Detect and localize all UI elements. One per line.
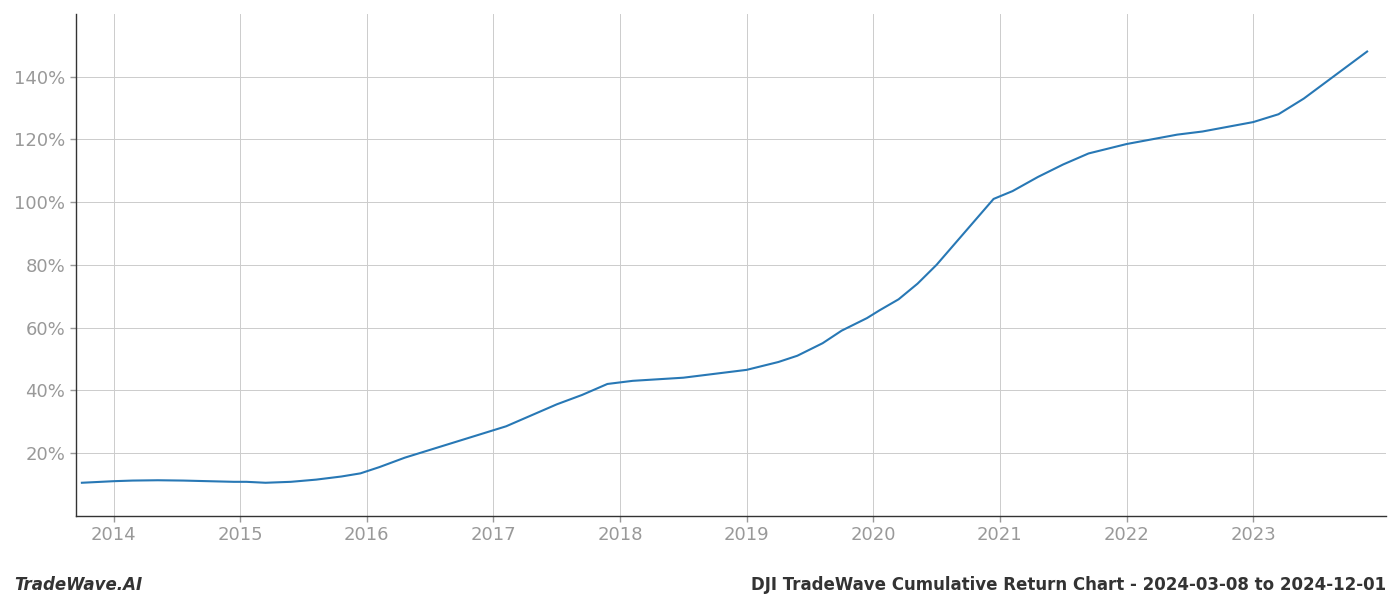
Text: DJI TradeWave Cumulative Return Chart - 2024-03-08 to 2024-12-01: DJI TradeWave Cumulative Return Chart - … — [750, 576, 1386, 594]
Text: TradeWave.AI: TradeWave.AI — [14, 576, 143, 594]
